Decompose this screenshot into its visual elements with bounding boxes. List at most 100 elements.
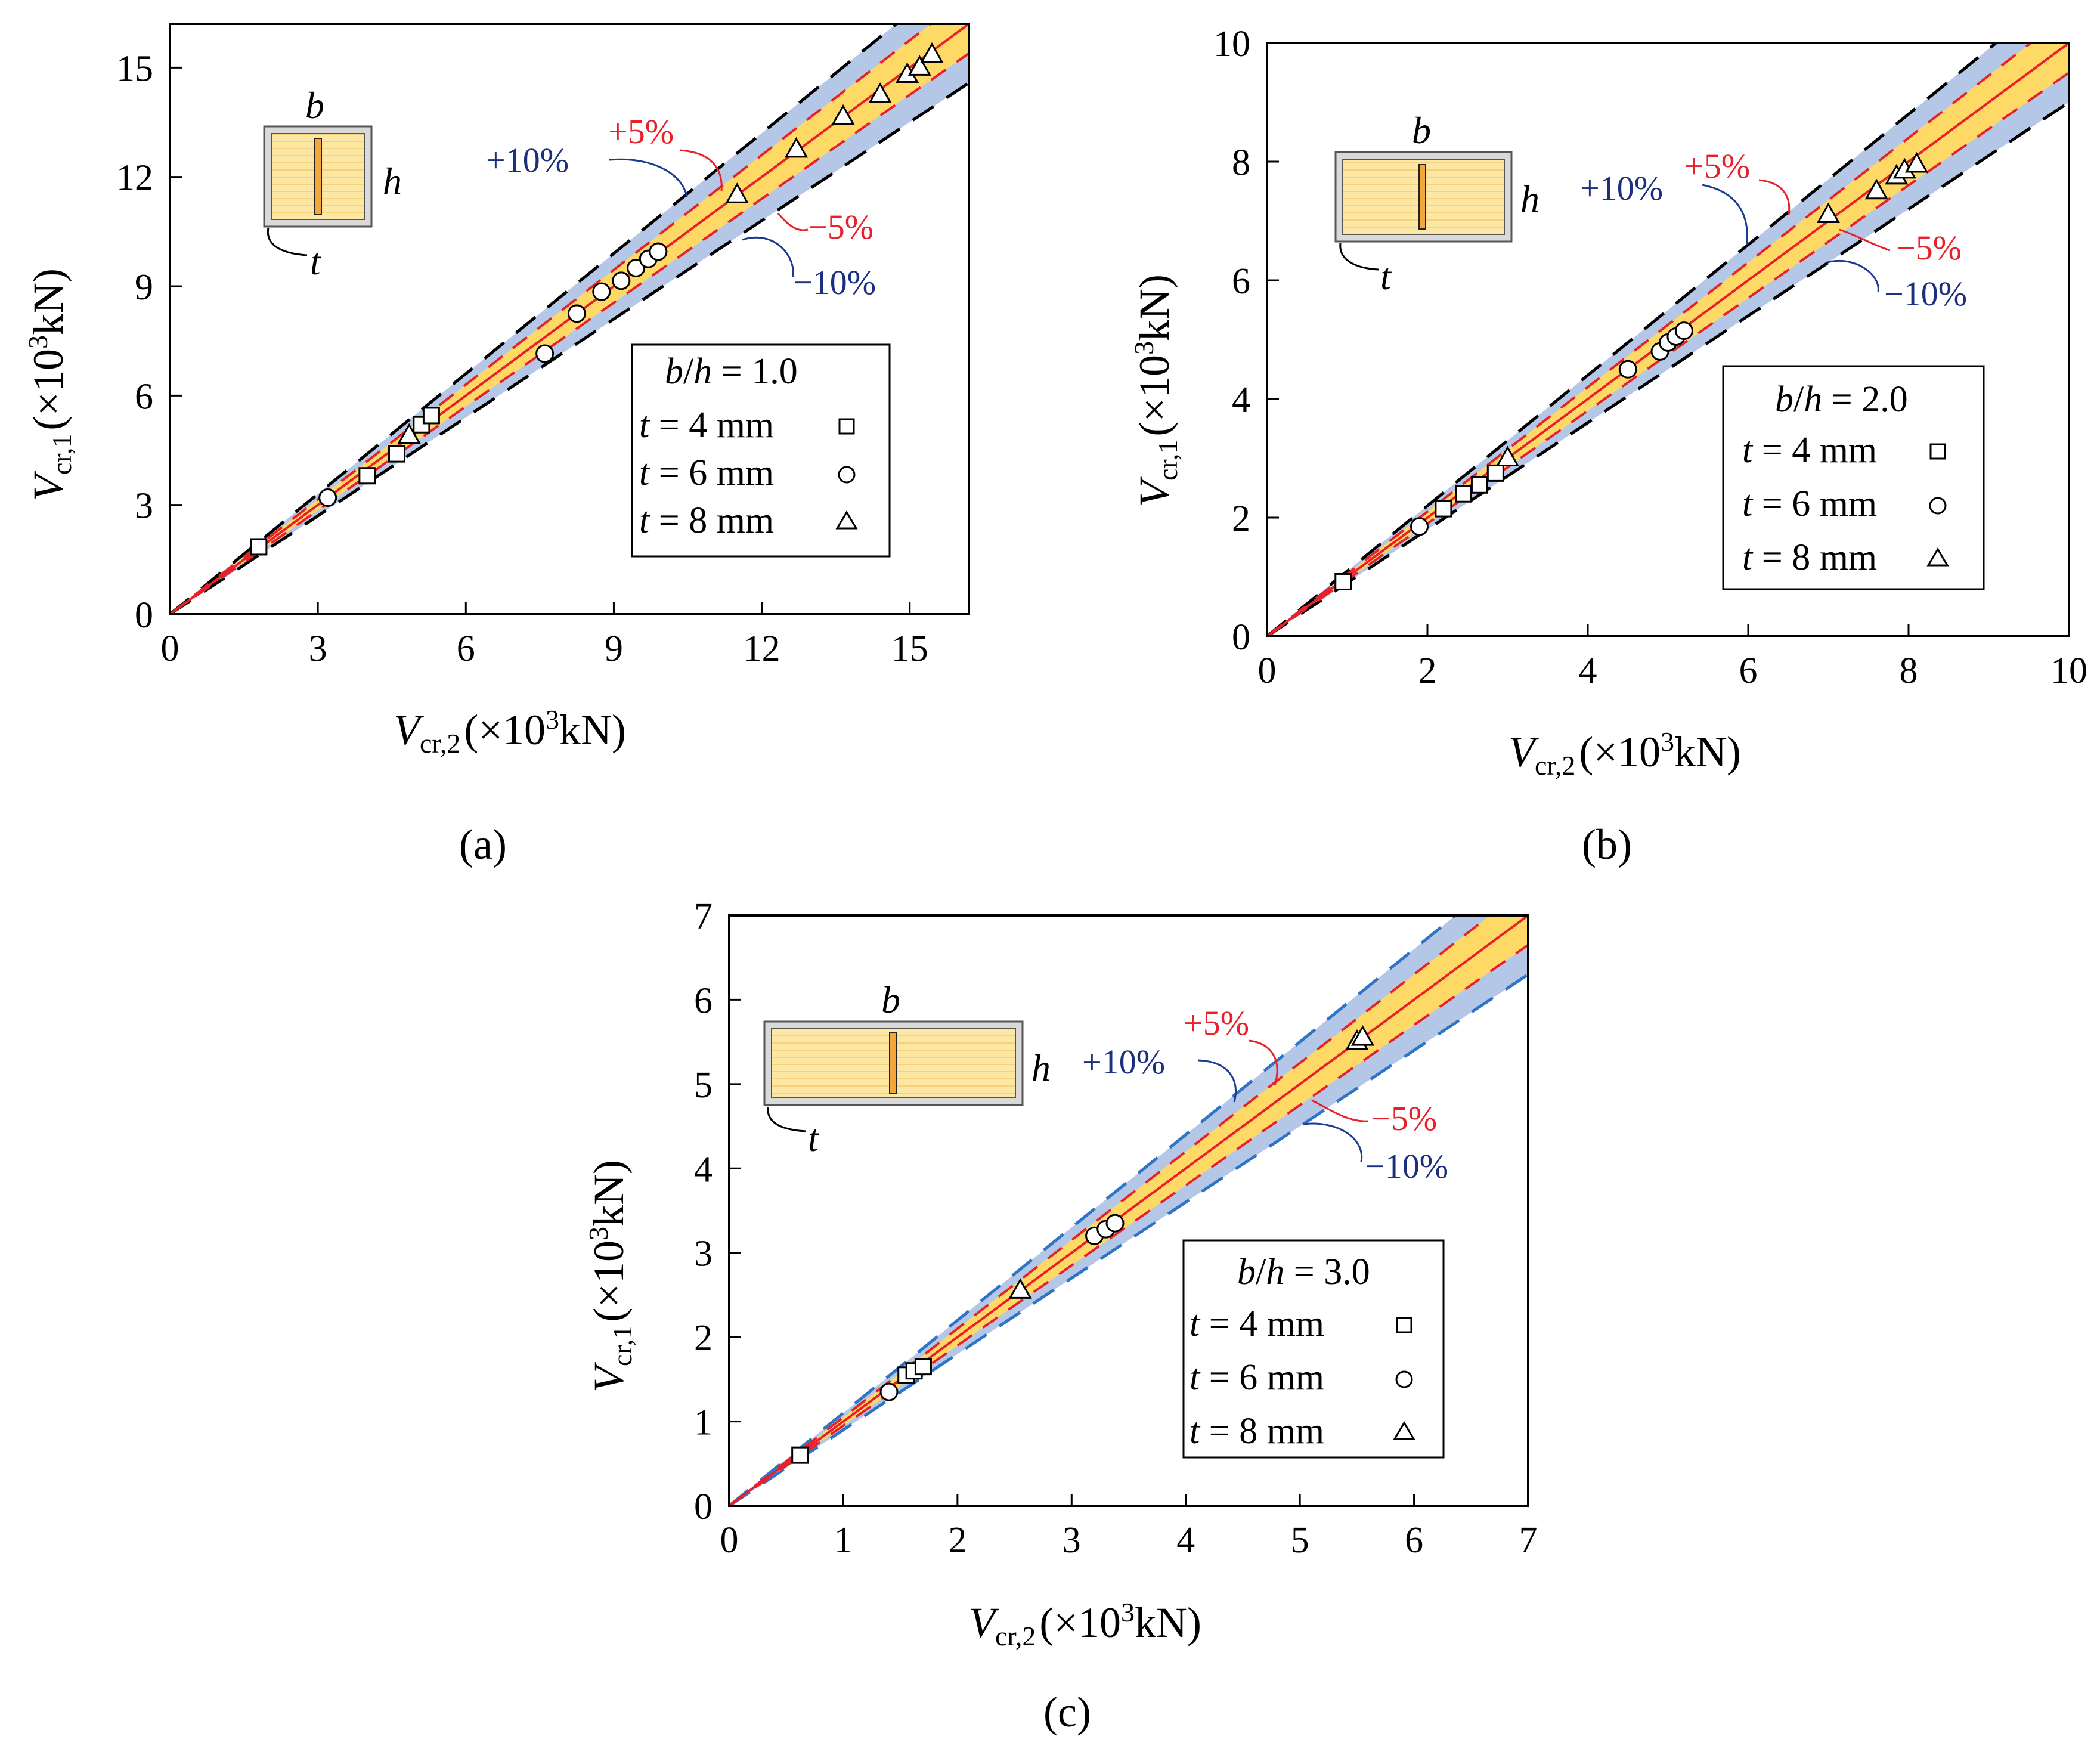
y-tick-label-a: 0 (135, 595, 153, 636)
x-tick-label-c: 2 (948, 1520, 967, 1561)
legend-entry-a-1: t = 4 mm (639, 405, 774, 445)
legend-marker-square-c (1396, 1317, 1412, 1333)
point-circle-a-3 (567, 304, 586, 323)
point-square-c-1 (791, 1446, 809, 1464)
point-triangle-a-3 (784, 137, 809, 158)
x-tick-label-a: 15 (891, 629, 928, 669)
section-t-label-c: t (808, 1117, 820, 1159)
point-square-a-1 (250, 538, 268, 556)
legend-marker-square-b (1929, 443, 1946, 460)
panel-a: 0 3 6 9 12 15 0 3 6 9 12 15 +10% +5% −5% −10% b h t… (23, 23, 970, 868)
x-tick-label-a: 9 (605, 629, 623, 669)
x-tick-label-b: 2 (1418, 651, 1437, 691)
point-triangle-a-4 (831, 104, 855, 125)
point-square-a-3 (388, 445, 405, 463)
y-tick-label-c: 7 (694, 896, 713, 937)
point-circle-a-6 (627, 258, 646, 277)
y-tick-label-c: 3 (694, 1234, 713, 1274)
legend-entry-c-2: t = 6 mm (1190, 1357, 1324, 1398)
panel-label-b: (b) (1582, 821, 1632, 868)
y-tick-label-c: 5 (694, 1065, 713, 1106)
section-inset-b: b h t (1334, 109, 1539, 298)
legend-c: b/h = 3.0 t = 4 mm t = 6 mm t = 8 mm (1182, 1239, 1445, 1459)
point-triangle-a-5 (868, 82, 892, 103)
point-triangle-c-1 (1008, 1278, 1032, 1299)
legend-entry-c-3: t = 8 mm (1190, 1411, 1324, 1452)
x-tick-label-c: 0 (720, 1520, 739, 1561)
minus5-leader-c (1311, 1099, 1369, 1122)
section-inset-c: b h t (763, 979, 1051, 1159)
section-b-label-c: b (881, 979, 900, 1021)
section-t-leader-b (1339, 243, 1379, 271)
plus10-leader-a (609, 158, 688, 197)
legend-marker-square-a (838, 418, 855, 435)
point-circle-a-5 (612, 271, 631, 290)
legend-ratio-c: 3.0 (1324, 1252, 1370, 1292)
plus5-label-b: +5% (1684, 147, 1750, 185)
section-h-label-b: h (1520, 178, 1539, 220)
x-axis-label-a: Vcr,2(×103kN) (394, 704, 626, 759)
point-circle-c-1 (879, 1382, 899, 1401)
plot-frame-a (169, 23, 970, 615)
y-tick-label-c: 1 (694, 1403, 713, 1443)
legend-marker-triangle-b (1926, 547, 1949, 567)
legend-entry-b-3: t = 8 mm (1742, 537, 1877, 578)
tick-labels-a: 0 3 6 9 12 15 0 3 6 9 12 15 (116, 48, 928, 669)
point-triangle-c-3 (1350, 1025, 1375, 1046)
legend-b: b/h = 2.0 t = 4 mm t = 6 mm t = 8 mm (1722, 365, 1985, 590)
panel-b: 0 2 4 6 8 10 0 2 4 6 8 10 +10% +5% −5% −10% b h t b… (1129, 24, 2087, 868)
section-web-c (889, 1032, 897, 1094)
y-tick-label-a: 15 (116, 48, 153, 89)
section-t-label-a: t (310, 240, 322, 283)
legend-marker-triangle-c (1393, 1421, 1415, 1440)
point-triangle-b-1 (1495, 445, 1520, 466)
line-plus5-c (729, 915, 1492, 1506)
y-tick-label-b: 4 (1232, 380, 1250, 420)
x-tick-label-b: 10 (2050, 651, 2087, 691)
minus5-leader-b (1839, 228, 1891, 252)
x-tick-label-c: 4 (1176, 1520, 1195, 1561)
plot-frame-c (728, 914, 1529, 1507)
point-triangle-a-1 (397, 423, 421, 444)
tick-labels-b: 0 2 4 6 8 10 0 2 4 6 8 10 (1213, 24, 2087, 691)
minus10-label-a: −10% (793, 263, 876, 302)
point-circle-a-8 (649, 242, 668, 261)
y-tick-label-b: 2 (1232, 499, 1250, 539)
plus10-label-a: +10% (486, 141, 569, 180)
legend-ratio-b: 2.0 (1861, 379, 1908, 420)
line-plus10-b (1267, 43, 1999, 636)
point-triangle-a-2 (725, 182, 749, 203)
minus10-leader-a (742, 236, 794, 278)
point-circle-b-2 (1618, 360, 1637, 379)
x-axis-label-b: Vcr,2(×103kN) (1508, 726, 1741, 781)
plus10-label-b: +10% (1580, 169, 1663, 208)
point-triangle-a-8 (920, 42, 944, 63)
legend-entry-c-1: t = 4 mm (1190, 1304, 1324, 1344)
minus5-label-c: −5% (1371, 1099, 1437, 1138)
legend-entry-a-2: t = 6 mm (639, 453, 774, 493)
legend-ratio-a: 1.0 (751, 351, 798, 392)
line-plus5-a (170, 24, 933, 614)
x-tick-label-c: 3 (1063, 1520, 1081, 1561)
y-axis-label-a: Vcr,1(×103kN) (23, 268, 77, 501)
minus5-label-a: −5% (808, 208, 873, 246)
minus10-leader-c (1302, 1122, 1363, 1162)
plus5-label-c: +5% (1184, 1004, 1249, 1042)
minus5-label-b: −5% (1896, 228, 1962, 267)
point-triangle-b-2 (1816, 202, 1841, 224)
legend-entry-b-2: t = 6 mm (1742, 484, 1877, 524)
line-minus5-b (1267, 72, 2069, 636)
point-circle-a-4 (592, 282, 611, 301)
section-b-label-a: b (305, 84, 324, 126)
section-b-label-b: b (1412, 109, 1431, 151)
line-equality-c (729, 915, 1528, 1506)
panel-c: 0 1 2 3 4 5 6 7 0 1 2 3 4 5 6 7 +10% +5% −5% −10% b h t… (583, 896, 1538, 1736)
plus5-leader-c (1249, 1039, 1278, 1086)
point-square-a-2 (358, 467, 376, 485)
x-tick-label-b: 8 (1900, 651, 1918, 691)
section-h-label-c: h (1031, 1047, 1051, 1089)
point-triangle-b-6 (1904, 151, 1929, 173)
y-tick-label-b: 6 (1232, 261, 1250, 302)
point-square-c-4 (914, 1358, 932, 1376)
